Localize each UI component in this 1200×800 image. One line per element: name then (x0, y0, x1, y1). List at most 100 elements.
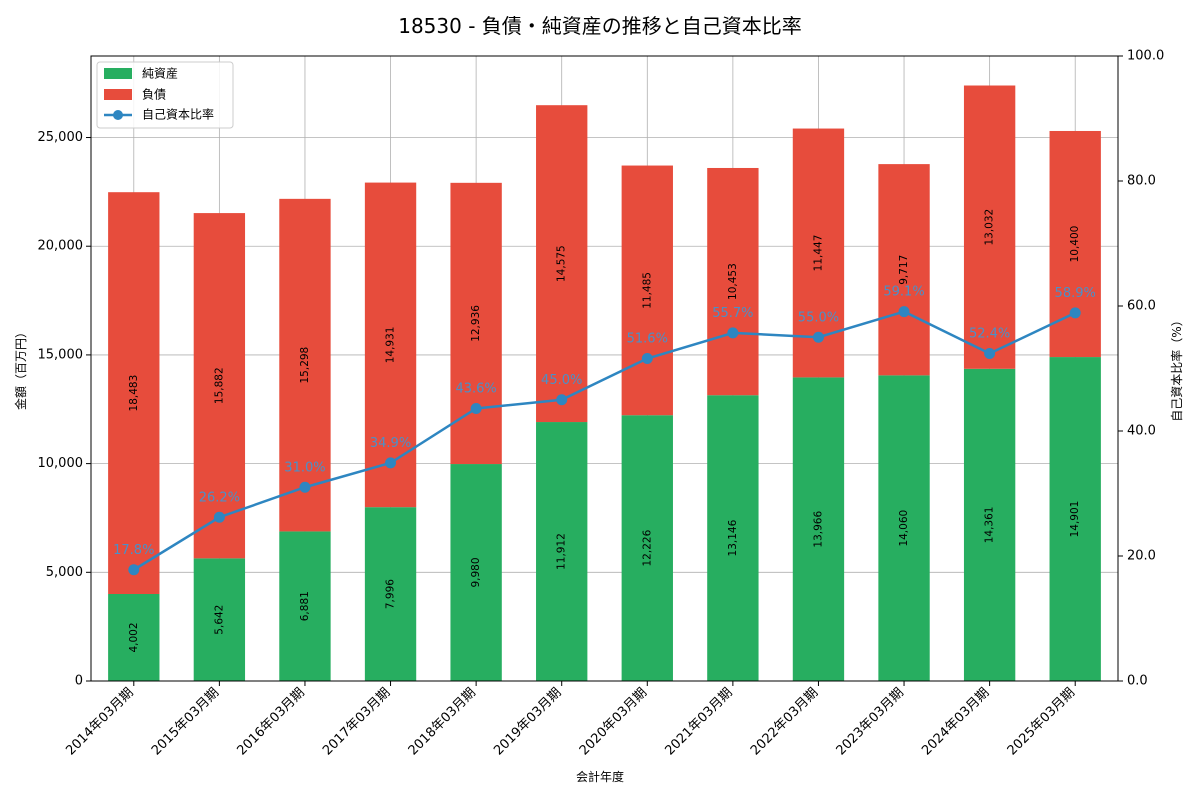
y2-tick-label: 20.0 (1127, 549, 1156, 564)
y2-tick-label: 100.0 (1127, 49, 1164, 64)
x-tick-label: 2018年03月期 (406, 685, 479, 758)
bar-label-net-assets: 5,642 (213, 605, 225, 635)
x-tick-label: 2025年03月期 (1005, 685, 1078, 758)
legend-label-liabilities: 負債 (142, 87, 166, 102)
x-tick-label: 2020年03月期 (577, 685, 650, 758)
ratio-point (556, 394, 568, 406)
bar-label-net-assets: 14,060 (898, 510, 910, 547)
ratio-label: 55.0% (798, 310, 839, 325)
bar-layer (108, 85, 1101, 681)
ratio-label: 43.6% (455, 382, 496, 397)
y2-tick-label: 40.0 (1127, 424, 1156, 439)
ratio-point (898, 306, 910, 318)
x-axis-label: 会計年度 (576, 769, 624, 784)
x-tick-label: 2014年03月期 (63, 685, 136, 758)
y2-tick-label: 60.0 (1127, 299, 1156, 314)
ratio-point (213, 511, 225, 523)
ratio-label: 17.8% (113, 543, 154, 558)
y2-tick-label: 80.0 (1127, 174, 1156, 189)
legend-label-ratio: 自己資本比率 (142, 107, 214, 122)
bar-net-assets (621, 415, 673, 681)
bar-liabilities (621, 165, 673, 416)
ratio-point (727, 327, 739, 339)
legend-marker-ratio (113, 110, 123, 120)
ratio-point (641, 353, 653, 364)
bar-liabilities (279, 198, 331, 532)
bar-label-liabilities: 14,575 (556, 245, 568, 282)
ratio-label: 52.4% (969, 327, 1010, 342)
ratio-line-layer: 17.8% 26.2% 31.0% 34.9% 43.6% 45.0% 51.6% 55.7%… (113, 285, 1096, 576)
ratio-point (470, 403, 482, 414)
y-axis-label: 金額（百万円） (13, 326, 28, 410)
bar-label-liabilities: 11,447 (812, 235, 824, 272)
bar-label-liabilities: 13,032 (984, 209, 996, 246)
bar-label-liabilities: 10,400 (1069, 226, 1081, 263)
bar-net-assets (963, 368, 1016, 681)
bar-liabilities (707, 167, 759, 396)
ratio-point (812, 331, 824, 343)
ratio-label: 51.6% (627, 332, 668, 347)
ratio-label: 59.1% (883, 285, 924, 300)
y-tick-label: 25,000 (38, 130, 84, 145)
bar-net-assets (1049, 357, 1101, 681)
x-tick-label: 2015年03月期 (149, 685, 222, 758)
bar-label-liabilities: 18,483 (128, 375, 140, 412)
bar-net-assets (364, 507, 417, 681)
ratio-point (299, 481, 311, 493)
bar-label-net-assets: 6,881 (299, 591, 311, 621)
ratio-label: 58.9% (1055, 286, 1096, 301)
bar-net-assets (707, 395, 759, 681)
ratio-point (385, 457, 397, 469)
bar-net-assets (193, 558, 246, 681)
y-tick-label: 15,000 (38, 347, 84, 362)
bar-net-assets (108, 594, 160, 681)
bar-net-assets (279, 531, 331, 681)
bar-label-net-assets: 14,901 (1069, 501, 1081, 538)
ratio-point (128, 564, 140, 576)
bar-net-assets (878, 375, 930, 681)
bar-label-liabilities: 11,485 (641, 272, 653, 309)
bar-label-net-assets: 7,996 (385, 579, 397, 609)
legend-swatch-liabilities (104, 89, 132, 100)
bar-label-net-assets: 14,361 (984, 507, 996, 544)
bar-label-liabilities: 12,936 (470, 305, 482, 342)
bar-label-liabilities: 10,453 (727, 263, 739, 300)
legend-label-net-assets: 純資産 (142, 66, 178, 81)
ratio-line (133, 310, 1076, 571)
bar-liabilities (878, 164, 930, 376)
ratio-point (1069, 307, 1081, 319)
y2-axis-label: 自己資本比率（%） (1169, 314, 1184, 421)
legend-swatch-net-assets (104, 68, 132, 79)
bar-liabilities (450, 182, 502, 465)
y-tick-label: 0 (75, 674, 83, 689)
bar-label-net-assets: 12,226 (641, 529, 653, 566)
x-tick-label: 2024年03月期 (919, 685, 992, 758)
y-tick-label: 20,000 (38, 239, 84, 254)
bar-label-net-assets: 11,912 (556, 533, 568, 570)
bar-label-liabilities: 15,298 (299, 347, 311, 384)
plot-frame (90, 55, 1119, 682)
bar-liabilities (1049, 130, 1101, 358)
bar-liabilities (108, 192, 160, 594)
bar-liabilities (193, 213, 246, 559)
y-tick-label: 5,000 (46, 565, 83, 580)
bar-label-liabilities: 14,931 (385, 327, 397, 364)
bar-label-net-assets: 13,146 (727, 519, 739, 556)
x-tick-label: 2017年03月期 (320, 685, 393, 758)
chart-title: 18530 - 負債・純資産の推移と自己資本比率 (398, 14, 802, 38)
bar-label-liabilities: 9,717 (898, 255, 910, 285)
x-tick-label: 2016年03月期 (235, 685, 308, 758)
bar-label-layer: 4,002 18,483 5,642 15,882 6,881 15,298 7,996 14… (128, 209, 1081, 653)
ratio-label: 31.0% (284, 460, 325, 475)
bar-net-assets (792, 377, 845, 681)
bar-label-net-assets: 9,980 (470, 557, 482, 587)
ratio-point (984, 348, 996, 359)
ratio-label: 34.9% (370, 436, 411, 451)
x-tick-label: 2019年03月期 (491, 685, 564, 758)
bar-label-liabilities: 15,882 (213, 367, 225, 404)
x-tick-label: 2021年03月期 (662, 685, 735, 758)
bar-net-assets (450, 464, 502, 681)
y2-tick-label: 0.0 (1127, 674, 1148, 689)
